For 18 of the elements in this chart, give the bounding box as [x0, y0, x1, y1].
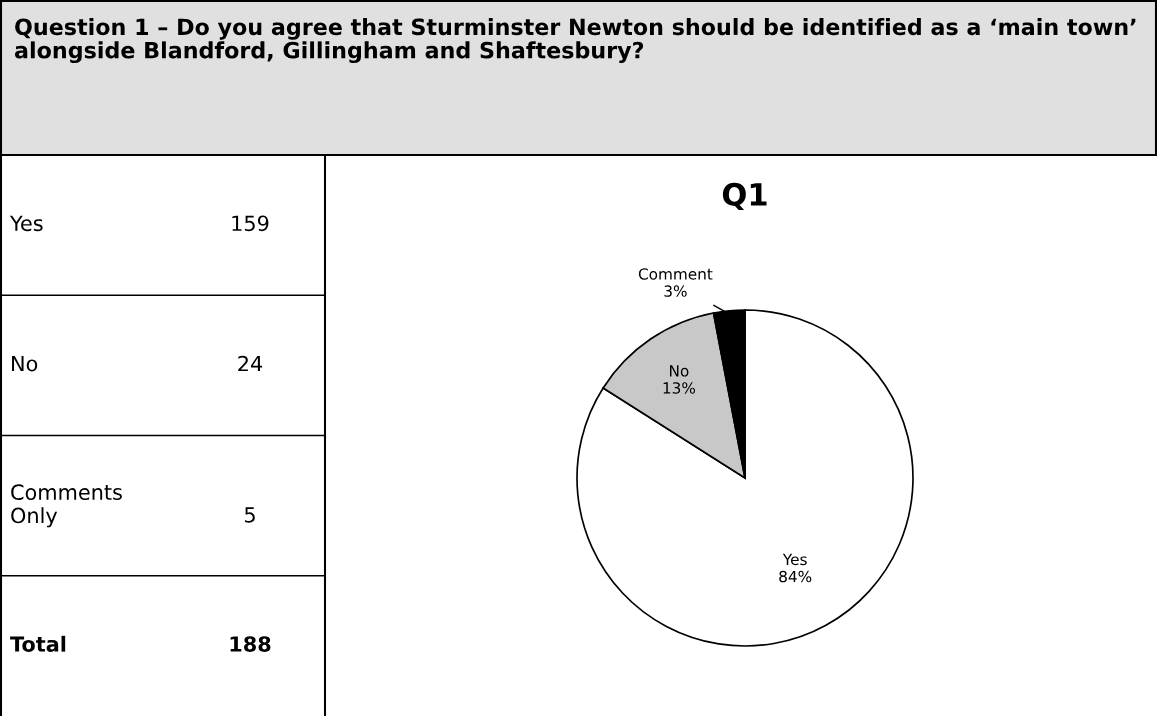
data-label: 3% [664, 285, 687, 297]
text: 24 [238, 355, 263, 372]
text: Yes [9, 215, 43, 232]
data-label: 84% [779, 570, 812, 583]
slice-label: Comment [638, 268, 713, 280]
text: 5 [244, 507, 255, 523]
data-label: 13% [663, 382, 696, 394]
text: Total [10, 635, 66, 652]
slice-label: No [670, 365, 689, 377]
text: No [12, 355, 38, 372]
text: Question 1 – Do you agree that Sturminster Newton should be identified as a ‘main town’ alongside Blandford, Gillingham and Shaftesbury? [14, 18, 1136, 64]
chart-title: Q1 [722, 182, 767, 210]
text: 159 [232, 215, 269, 232]
pie-slice [602, 312, 746, 479]
slice-label: Yes [782, 553, 807, 566]
text: Comments Only [11, 484, 122, 528]
text: 188 [230, 636, 271, 652]
pie-slice [576, 309, 914, 647]
